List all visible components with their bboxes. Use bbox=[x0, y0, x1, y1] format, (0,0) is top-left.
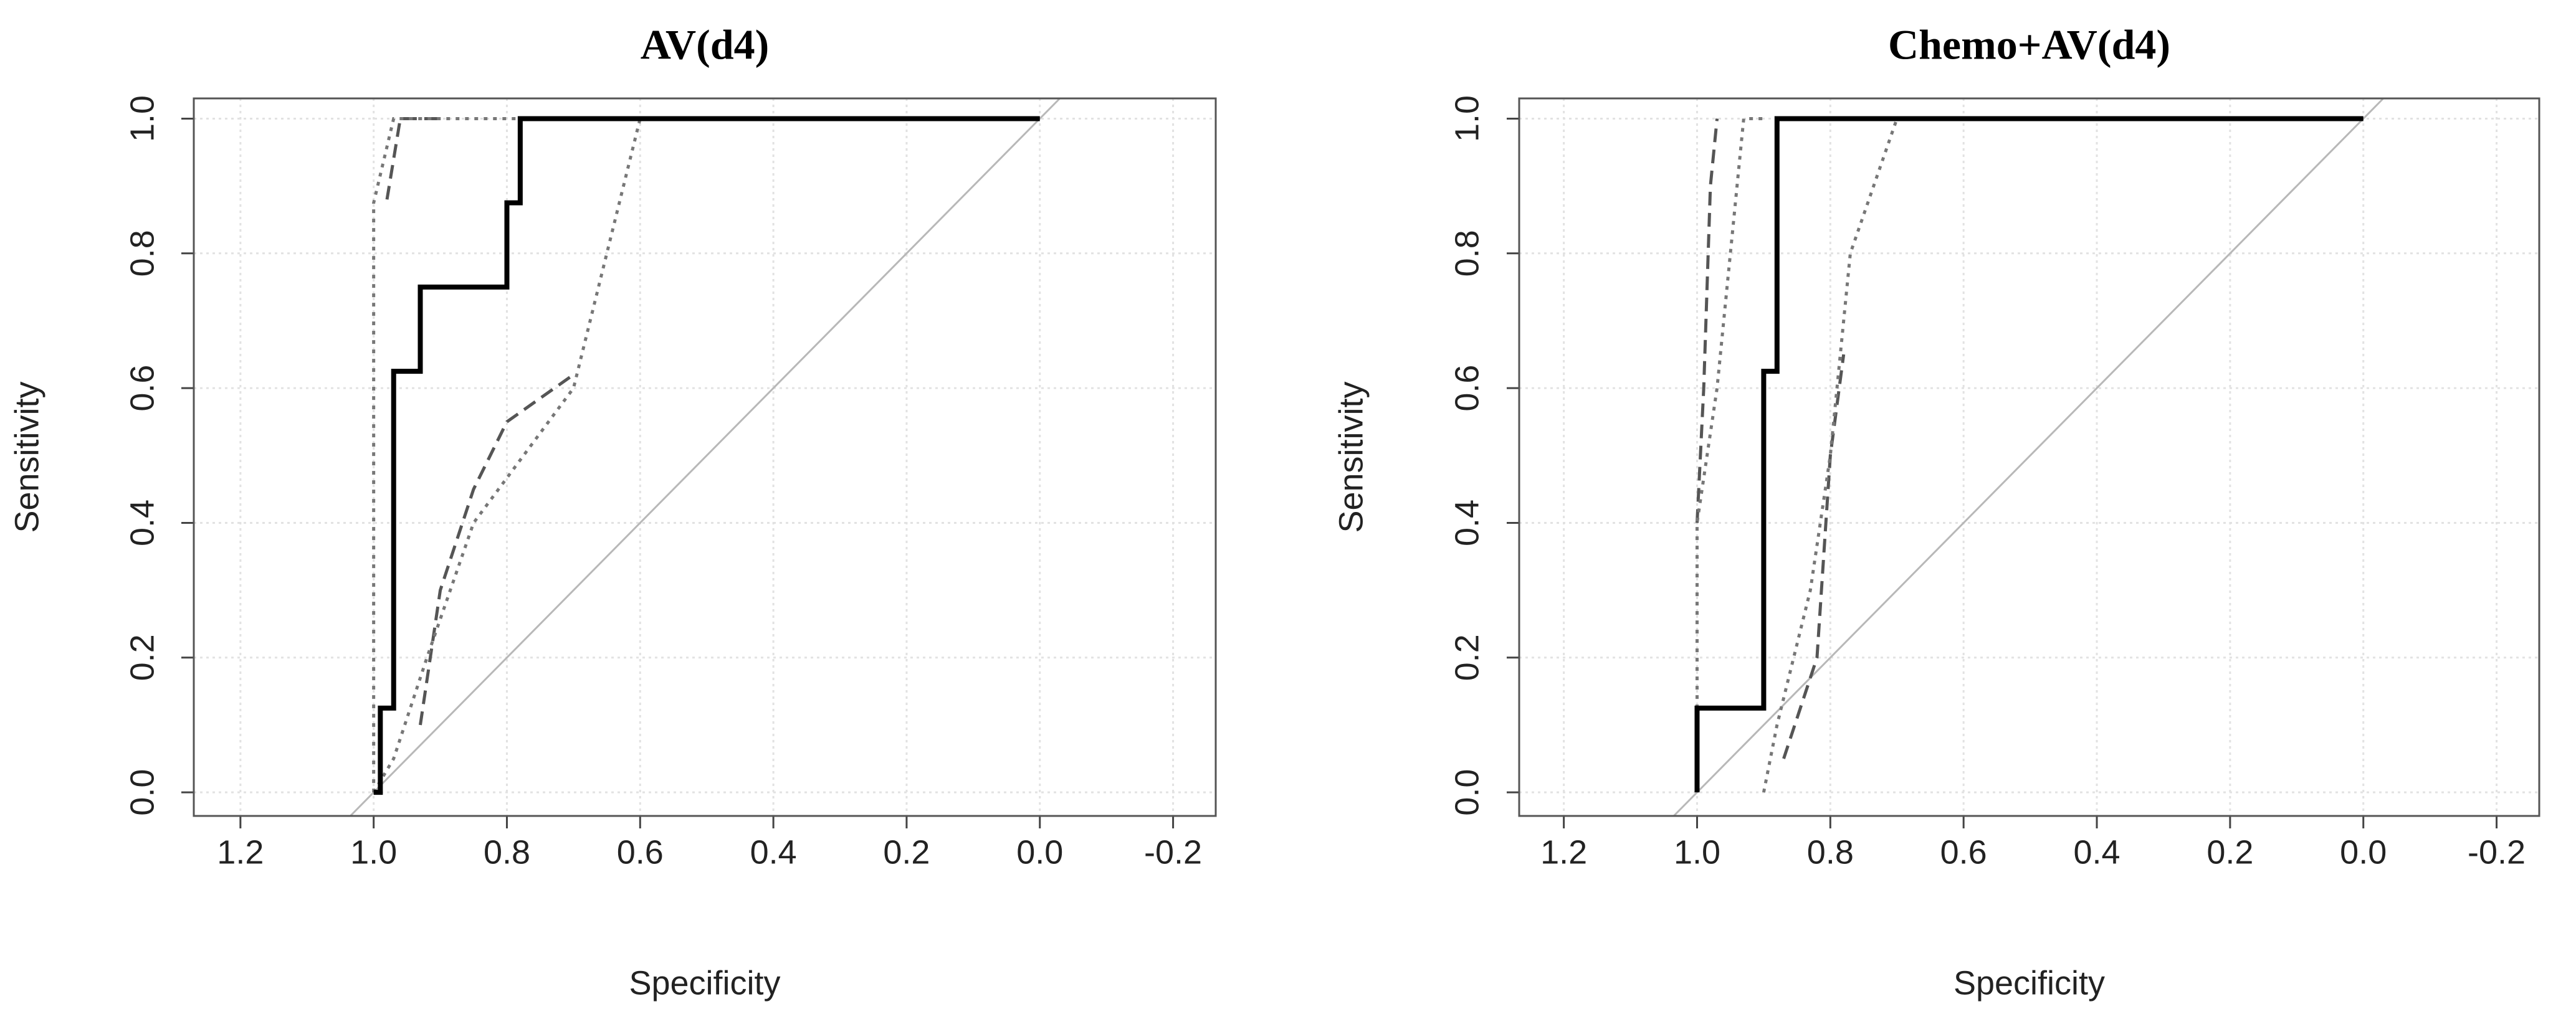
x-tick-label: -0.2 bbox=[1144, 833, 1202, 871]
x-tick-label: 0.4 bbox=[2073, 833, 2120, 871]
y-axis-label: Sensitivity bbox=[8, 381, 45, 533]
roc-line bbox=[1762, 118, 1899, 793]
x-tick-label: 0.8 bbox=[484, 833, 530, 871]
y-tick-label: 0.4 bbox=[123, 500, 161, 546]
y-tick-label: 1.0 bbox=[123, 95, 161, 142]
y-tick-label: 0.8 bbox=[1448, 230, 1486, 277]
x-tick-label: 1.2 bbox=[217, 833, 264, 871]
x-axis-label: Specificity bbox=[629, 964, 780, 1002]
plot-frame bbox=[193, 97, 1217, 817]
y-tick-label: 0.2 bbox=[1448, 634, 1486, 681]
diagonal bbox=[350, 97, 1061, 817]
x-tick-label: 0.4 bbox=[750, 833, 797, 871]
y-tick-label: 0.0 bbox=[123, 769, 161, 816]
diagonal bbox=[1672, 97, 2384, 817]
y-axis-label: Sensitivity bbox=[1332, 381, 1370, 533]
roc-line bbox=[372, 116, 520, 793]
x-tick-label: 0.6 bbox=[1940, 833, 1987, 871]
y-tick-label: 0.2 bbox=[123, 634, 161, 681]
roc-line bbox=[372, 118, 642, 794]
x-tick-label: 1.0 bbox=[1674, 833, 1720, 871]
y-tick-label: 0.6 bbox=[123, 365, 161, 412]
chart-title: Chemo+AV(d4) bbox=[1888, 21, 2170, 69]
roc-line bbox=[1694, 116, 2364, 793]
roc-line bbox=[419, 373, 575, 726]
x-tick-label: 1.0 bbox=[350, 833, 397, 871]
x-tick-label: 0.6 bbox=[617, 833, 664, 871]
x-axis-label: Specificity bbox=[1953, 964, 2105, 1002]
roc-line bbox=[373, 116, 1040, 795]
plot-frame bbox=[1518, 97, 2540, 817]
y-tick-label: 0.8 bbox=[123, 230, 161, 277]
roc-line bbox=[385, 116, 441, 200]
x-tick-label: 0.2 bbox=[2206, 833, 2253, 871]
roc-line bbox=[1695, 116, 1764, 793]
y-tick-label: 1.0 bbox=[1448, 95, 1486, 142]
x-tick-label: -0.2 bbox=[2468, 833, 2526, 871]
y-tick-label: 0.4 bbox=[1448, 500, 1486, 546]
roc-line bbox=[1782, 354, 1846, 759]
roc-line bbox=[1695, 118, 1719, 523]
x-tick-label: 0.0 bbox=[2340, 833, 2387, 871]
x-tick-label: 0.8 bbox=[1807, 833, 1854, 871]
x-tick-label: 1.2 bbox=[1540, 833, 1587, 871]
y-tick-label: 0.6 bbox=[1448, 365, 1486, 412]
chart-title: AV(d4) bbox=[641, 21, 770, 69]
x-tick-label: 0.2 bbox=[883, 833, 930, 871]
y-tick-label: 0.0 bbox=[1448, 769, 1486, 816]
x-tick-label: 0.0 bbox=[1016, 833, 1063, 871]
